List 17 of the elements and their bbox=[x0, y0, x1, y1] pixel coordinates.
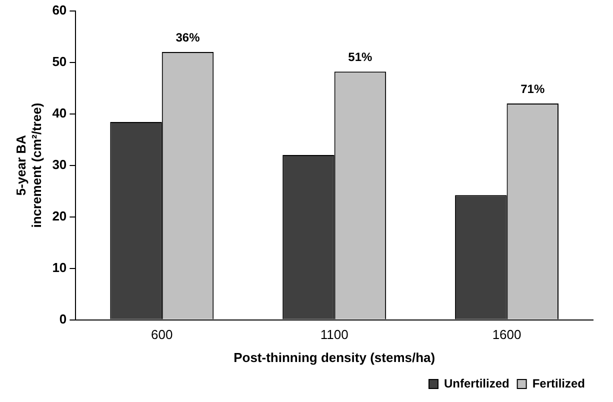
y-tick-label: 20 bbox=[52, 208, 67, 224]
annotation: 36% bbox=[176, 30, 200, 44]
y-tick-label: 0 bbox=[59, 311, 67, 326]
y-axis-title: 5-year BA increment (cm²/tree) bbox=[13, 102, 44, 228]
y-tick-label: 30 bbox=[52, 156, 67, 172]
y-tick-label: 60 bbox=[52, 2, 67, 18]
annotation: 51% bbox=[348, 50, 373, 64]
x-tick-label: 1100 bbox=[320, 327, 348, 342]
x-tick-label: 1600 bbox=[492, 327, 522, 342]
legend-label: Fertilized bbox=[532, 376, 586, 390]
y-tick-label: 40 bbox=[52, 105, 67, 120]
x-axis-title: Post-thinning density (stems/ha) bbox=[234, 350, 436, 365]
annotation: 71% bbox=[520, 82, 545, 96]
x-tick-label: 600 bbox=[151, 327, 173, 342]
legend-label: Unfertilized bbox=[444, 376, 510, 390]
y-tick-label: 50 bbox=[52, 54, 67, 69]
y-tick-label: 10 bbox=[52, 260, 67, 275]
